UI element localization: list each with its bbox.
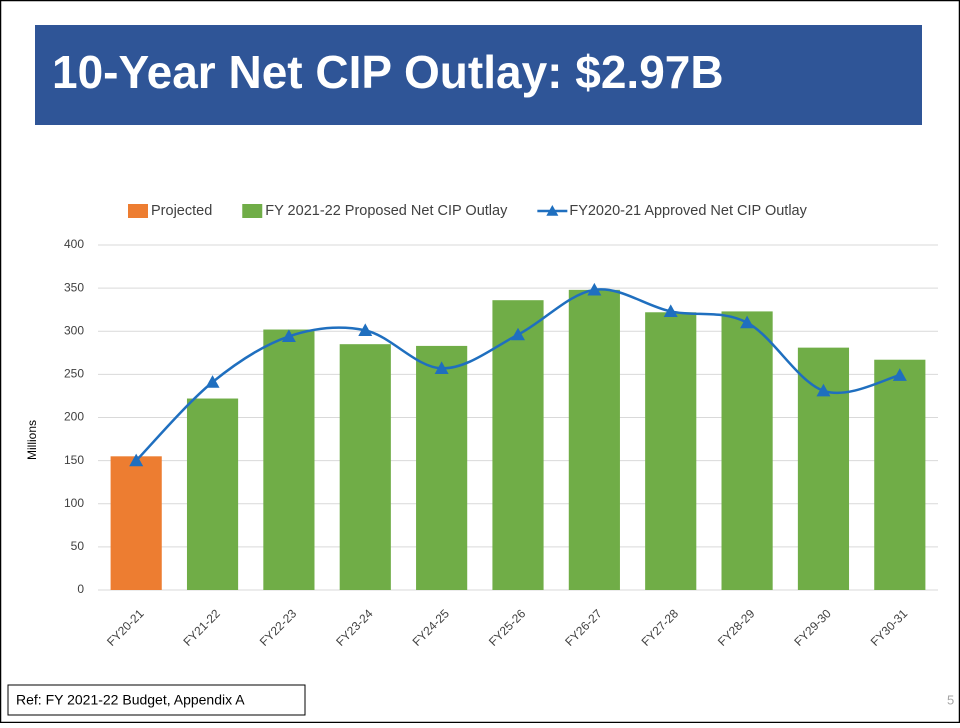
bar <box>645 312 697 590</box>
y-tick-label: 300 <box>64 323 84 337</box>
y-tick-label: 150 <box>64 453 84 467</box>
y-tick-label: 350 <box>64 280 84 294</box>
y-tick-label: 200 <box>64 410 84 424</box>
y-axis-label: Millions <box>25 420 39 460</box>
y-tick-label: 100 <box>64 496 84 510</box>
line-marker <box>816 383 831 397</box>
line-marker <box>129 453 144 467</box>
bar <box>568 289 620 590</box>
legend-label: Projected <box>151 203 212 219</box>
page-number: 5 <box>947 692 954 707</box>
y-tick-label: 50 <box>71 539 85 553</box>
slide-title: 10-Year Net CIP Outlay: $2.97B <box>52 46 724 98</box>
y-tick-label: 0 <box>77 582 84 596</box>
line-marker <box>587 282 602 296</box>
line-marker <box>281 329 296 343</box>
bar <box>492 300 544 590</box>
bar <box>721 311 773 590</box>
line-marker <box>358 323 373 336</box>
legend-swatch-marker <box>546 205 559 216</box>
y-tick-label: 400 <box>64 237 84 251</box>
bar <box>186 398 239 590</box>
line-marker <box>663 304 678 318</box>
legend-swatch <box>128 204 148 218</box>
legend-label: FY2020-21 Approved Net CIP Outlay <box>569 203 807 219</box>
ref-box <box>7 684 306 716</box>
ref-text: Ref: FY 2021-22 Budget, Appendix A <box>16 692 245 708</box>
line-marker <box>511 327 525 341</box>
legend-label: FY 2021-22 Proposed Net CIP Outlay <box>265 203 508 219</box>
title-banner <box>35 25 922 125</box>
bar <box>110 456 162 590</box>
line-marker <box>205 375 220 388</box>
legend-swatch <box>242 204 263 218</box>
bar <box>339 344 391 590</box>
line-marker <box>740 315 755 329</box>
bar <box>263 329 315 590</box>
line-marker <box>892 368 907 381</box>
bar <box>416 345 468 590</box>
bar <box>874 359 926 590</box>
y-tick-label: 250 <box>64 367 84 381</box>
line-marker <box>434 361 449 374</box>
